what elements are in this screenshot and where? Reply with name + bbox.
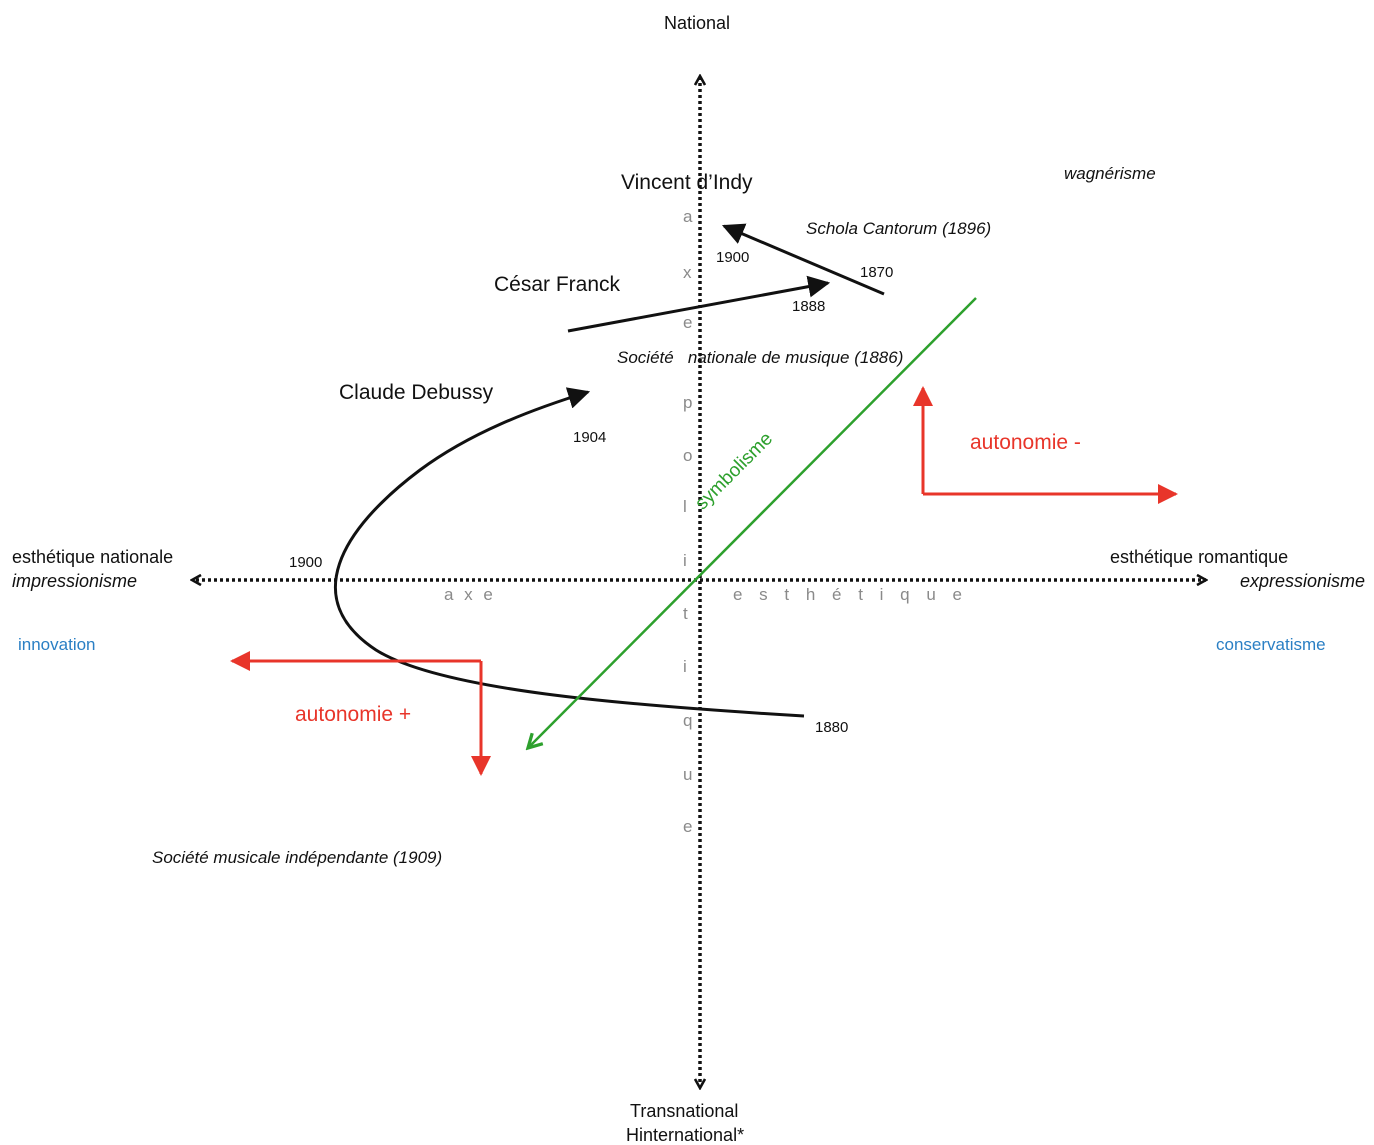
- year-debussy-mid: 1900: [289, 554, 323, 571]
- year-indy-end: 1900: [716, 249, 750, 266]
- smi-label: Société musicale indépendante (1909): [152, 848, 443, 867]
- axis-right-label-1: esthétique romantique: [1110, 547, 1289, 567]
- axis-bottom-label-1: Transnational: [630, 1101, 739, 1121]
- composer-debussy: Claude Debussy: [339, 381, 494, 404]
- symbolisme-line: [528, 297, 977, 748]
- horizontal-axis-word-esthetique: e s t h é t i q u e: [733, 585, 962, 604]
- year-debussy-end: 1904: [573, 429, 607, 446]
- autonomie-plus-label: autonomie +: [295, 703, 412, 726]
- axis-left-label-1: esthétique nationale: [12, 547, 174, 567]
- schola-cantorum-label: Schola Cantorum (1896): [806, 219, 992, 238]
- vertical-axis-letter: x: [683, 263, 692, 282]
- vertical-axis-letter: i: [683, 551, 687, 570]
- conservatisme-label: conservatisme: [1216, 635, 1326, 654]
- vertical-axis-letter: a: [683, 207, 693, 226]
- horizontal-axis-word-axe: a x e: [444, 585, 493, 604]
- vertical-axis-letter: i: [683, 657, 687, 676]
- autonomie-minus-label: autonomie -: [970, 431, 1081, 454]
- vertical-axis-letter: p: [683, 393, 693, 412]
- axis-left-label-2: impressionisme: [12, 571, 138, 591]
- innovation-label: innovation: [18, 635, 96, 654]
- axis-top-label: National: [664, 13, 731, 33]
- vertical-axis-letter: u: [683, 765, 693, 784]
- debussy-curve: [334, 387, 805, 718]
- vertical-axis-letter: o: [683, 446, 693, 465]
- composer-franck: César Franck: [494, 273, 621, 296]
- vertical-axis-letter: e: [683, 313, 693, 332]
- axis-bottom-label-2: Hinternational*: [626, 1125, 745, 1145]
- franck-arrow: [567, 275, 831, 333]
- year-indy-start: 1870: [860, 264, 894, 281]
- vertical-axis-letter: l: [683, 497, 687, 516]
- vertical-axis-letter: q: [683, 711, 693, 730]
- year-debussy-start: 1880: [815, 719, 849, 736]
- indy-arrow: [721, 223, 885, 296]
- snm-label: Société nationale de musique (1886): [617, 348, 904, 367]
- composer-indy: Vincent d’Indy: [621, 171, 753, 194]
- year-franck-end: 1888: [792, 298, 826, 315]
- axis-right-label-2: expressionisme: [1240, 571, 1366, 591]
- vertical-axis-letter: e: [683, 817, 693, 836]
- vertical-axis-letter: t: [683, 604, 688, 623]
- wagnerisme-label: wagnérisme: [1064, 164, 1156, 183]
